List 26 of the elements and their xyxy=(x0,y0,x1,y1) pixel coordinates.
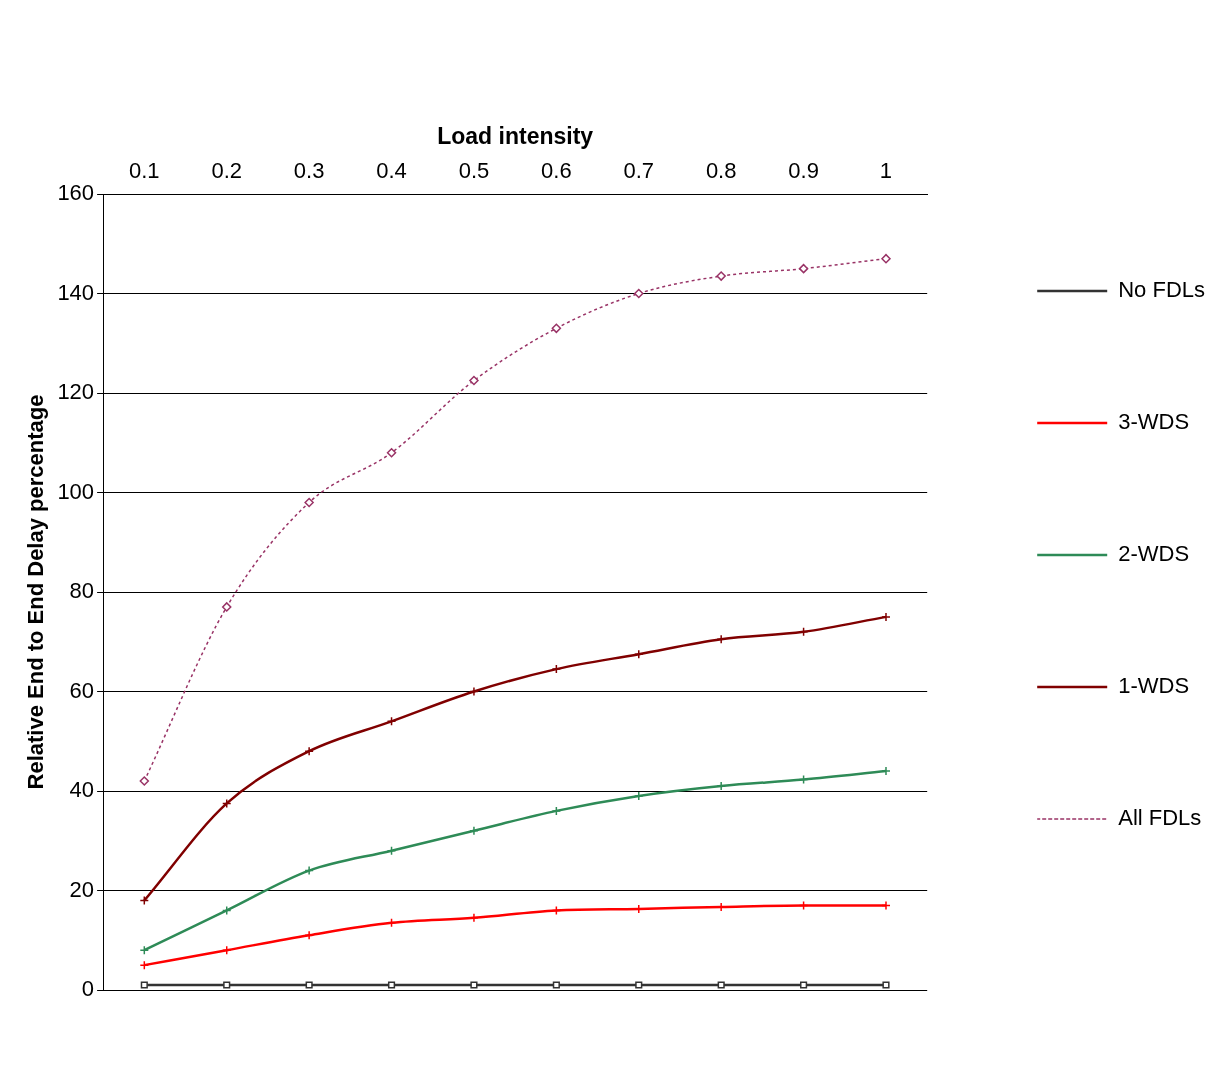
legend-label: 2-WDS xyxy=(1118,541,1190,567)
y-tick-label: 60 xyxy=(69,677,95,703)
x-tick-label: 0.7 xyxy=(623,157,655,183)
x-tick-label: 0.9 xyxy=(788,157,819,183)
x-tick-label: 0.4 xyxy=(376,157,407,183)
y-tick-label: 160 xyxy=(57,180,95,206)
x-tick-label: 0.8 xyxy=(705,157,737,183)
y-tick-label: 120 xyxy=(57,379,95,405)
x-tick-label: 1 xyxy=(879,157,893,183)
x-tick-label: 0.5 xyxy=(458,157,490,183)
legend-label: 1-WDS xyxy=(1118,673,1190,699)
y-tick-label: 100 xyxy=(57,478,95,504)
y-tick-label: 0 xyxy=(81,976,95,1002)
y-tick-label: 40 xyxy=(69,777,95,803)
x-tick-label: 0.6 xyxy=(541,157,572,183)
x-tick-label: 0.1 xyxy=(129,157,160,183)
x-tick-label: 0.3 xyxy=(293,157,325,183)
y-axis-title: Relative End to End Delay percentage xyxy=(23,394,49,790)
y-tick-label: 20 xyxy=(69,876,95,902)
x-axis-title: Load intensity xyxy=(437,123,594,150)
legend-label: No FDLs xyxy=(1118,277,1205,303)
legend-label: 3-WDS xyxy=(1118,409,1190,435)
y-tick-label: 140 xyxy=(57,279,95,305)
y-tick-label: 80 xyxy=(69,578,95,604)
legend-label: All FDLs xyxy=(1118,805,1202,831)
x-tick-label: 0.2 xyxy=(211,157,243,183)
